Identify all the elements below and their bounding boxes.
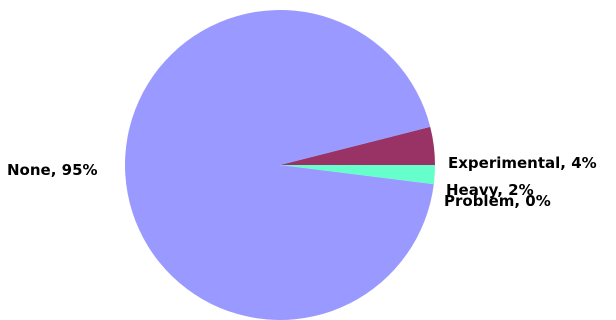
pie-slice-experimental: [280, 126, 436, 165]
pie-label-experimental: Experimental, 4%: [448, 154, 597, 172]
pie-slice-heavy: [280, 165, 435, 185]
pie-label-heavy: Heavy, 2%: [446, 181, 534, 199]
pie-label-problem: Problem, 0%: [444, 192, 551, 210]
pie-label-none: None, 95%: [7, 161, 98, 179]
pie-slices: [125, 9, 436, 320]
pie-labels: Experimental, 4% Heavy, 2%Problem, 0% None…: [7, 154, 597, 210]
pie-slice-none: [125, 9, 434, 320]
